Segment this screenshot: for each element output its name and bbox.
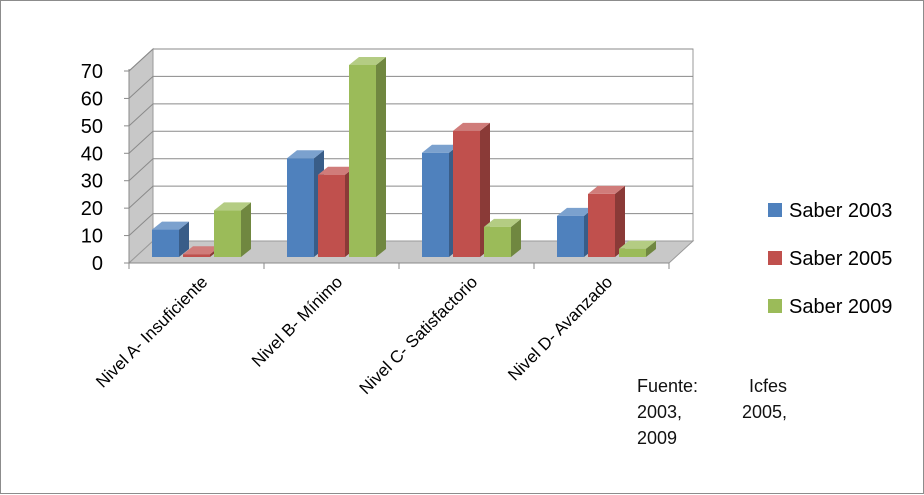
legend-label: Saber 2005: [789, 248, 892, 270]
y-tick-label: 30: [81, 171, 103, 193]
x-category-label: Nivel A- Insuficiente: [92, 272, 211, 391]
bar: [484, 226, 511, 257]
y-tick-label: 70: [81, 61, 103, 83]
bar-top: [318, 166, 355, 175]
bar-side: [615, 185, 625, 257]
legend-label: Saber 2003: [789, 200, 892, 222]
legend-swatch: [768, 251, 782, 265]
bar: [349, 65, 376, 257]
bar-top: [152, 221, 189, 230]
source-note-line-1: Fuente: Icfes: [637, 373, 787, 399]
source-note-word: 2003,: [637, 402, 683, 422]
bar-side: [511, 218, 521, 257]
bar: [214, 210, 241, 257]
source-note-word: 2005,: [741, 402, 787, 422]
source-note-word: 2009: [637, 428, 678, 448]
bar: [619, 248, 646, 257]
bar: [152, 229, 179, 257]
bar-top: [588, 185, 625, 194]
source-note-line-3: 2009: [637, 425, 787, 451]
y-tick-label: 40: [81, 143, 103, 165]
bar-top: [484, 218, 521, 227]
bar: [183, 254, 210, 257]
bar-side: [376, 57, 386, 257]
gridline: [128, 158, 693, 182]
bar-top: [183, 246, 220, 255]
gridline: [128, 130, 693, 154]
bar-top: [349, 57, 386, 65]
legend-swatch: [768, 299, 782, 313]
gridline: [128, 103, 693, 127]
bar: [422, 152, 449, 257]
bar-top: [557, 207, 594, 216]
source-note-line-2: 2003, 2005,: [637, 399, 787, 425]
bar: [453, 130, 480, 257]
gridline: [128, 213, 693, 236]
y-tick-label: 0: [92, 253, 103, 275]
y-tick-label: 60: [81, 88, 103, 110]
bar-side: [646, 240, 656, 257]
source-note-word: Icfes: [748, 376, 787, 396]
side-wall: [128, 47, 154, 265]
bar: [588, 193, 615, 257]
legend-swatch: [768, 203, 782, 217]
source-note-word: Fuente:: [637, 376, 699, 396]
bar: [318, 174, 345, 257]
bar-top: [214, 202, 251, 211]
bar-side: [241, 202, 251, 257]
legend-label: Saber 2009: [789, 296, 892, 318]
x-category-label: Nivel D- Avanzado: [504, 272, 616, 384]
gridline: [128, 185, 693, 209]
y-tick-label: 10: [81, 226, 103, 248]
x-category-label: Nivel C- Satisfactorio: [356, 272, 482, 398]
bar-top: [287, 150, 324, 159]
y-tick-label: 20: [81, 198, 103, 220]
gridline: [128, 48, 693, 72]
bar-top: [619, 240, 656, 249]
bar-top: [453, 122, 490, 131]
source-note: Fuente: Icfes 2003, 2005, 2009: [637, 373, 787, 451]
x-category-label: Nivel B- Mínimo: [248, 272, 346, 370]
gridline: [128, 75, 693, 99]
bar-side: [480, 122, 490, 257]
bar: [287, 158, 314, 257]
bar-top: [422, 144, 459, 153]
y-tick-label: 50: [81, 116, 103, 138]
bar: [557, 215, 584, 257]
bar-side: [179, 221, 189, 257]
